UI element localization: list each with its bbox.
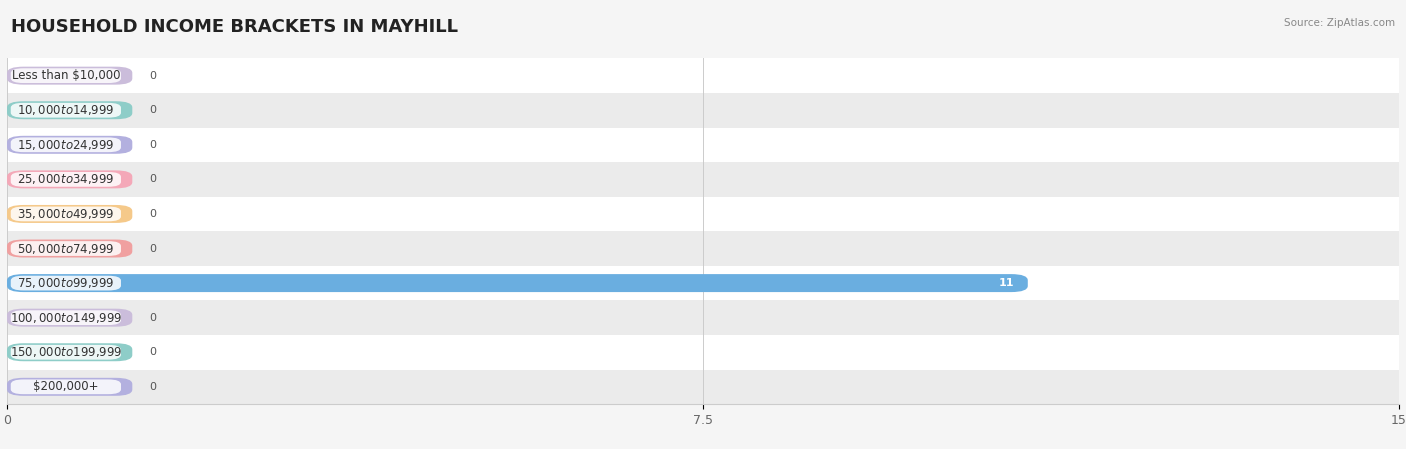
FancyBboxPatch shape	[11, 172, 121, 187]
Text: 0: 0	[149, 70, 156, 81]
Text: $75,000 to $99,999: $75,000 to $99,999	[17, 276, 115, 290]
FancyBboxPatch shape	[7, 343, 132, 361]
FancyBboxPatch shape	[7, 274, 1028, 292]
Text: HOUSEHOLD INCOME BRACKETS IN MAYHILL: HOUSEHOLD INCOME BRACKETS IN MAYHILL	[11, 18, 458, 36]
FancyBboxPatch shape	[7, 308, 132, 327]
Bar	[7, 370, 1399, 404]
FancyBboxPatch shape	[11, 241, 121, 256]
FancyBboxPatch shape	[11, 103, 121, 118]
Bar	[7, 128, 1399, 162]
Bar	[7, 300, 1399, 335]
Text: Source: ZipAtlas.com: Source: ZipAtlas.com	[1284, 18, 1395, 28]
Text: $10,000 to $14,999: $10,000 to $14,999	[17, 103, 115, 117]
FancyBboxPatch shape	[11, 379, 121, 394]
FancyBboxPatch shape	[11, 310, 121, 325]
FancyBboxPatch shape	[7, 378, 132, 396]
Text: $35,000 to $49,999: $35,000 to $49,999	[17, 207, 115, 221]
FancyBboxPatch shape	[11, 137, 121, 152]
Text: 0: 0	[149, 174, 156, 185]
FancyBboxPatch shape	[7, 136, 132, 154]
FancyBboxPatch shape	[11, 68, 121, 83]
Text: 0: 0	[149, 105, 156, 115]
Bar	[7, 197, 1399, 231]
FancyBboxPatch shape	[11, 276, 121, 291]
Text: $150,000 to $199,999: $150,000 to $199,999	[10, 345, 122, 359]
Text: $50,000 to $74,999: $50,000 to $74,999	[17, 242, 115, 255]
Text: $100,000 to $149,999: $100,000 to $149,999	[10, 311, 122, 325]
Text: 0: 0	[149, 243, 156, 254]
Bar	[7, 231, 1399, 266]
Bar	[7, 266, 1399, 300]
Bar	[7, 58, 1399, 93]
FancyBboxPatch shape	[11, 345, 121, 360]
Bar	[7, 162, 1399, 197]
Text: 0: 0	[149, 382, 156, 392]
FancyBboxPatch shape	[11, 207, 121, 221]
Text: 0: 0	[149, 209, 156, 219]
FancyBboxPatch shape	[7, 239, 132, 258]
Bar	[7, 93, 1399, 128]
Text: $15,000 to $24,999: $15,000 to $24,999	[17, 138, 115, 152]
Text: 0: 0	[149, 347, 156, 357]
Text: 0: 0	[149, 313, 156, 323]
FancyBboxPatch shape	[7, 66, 132, 85]
FancyBboxPatch shape	[7, 205, 132, 223]
Text: $25,000 to $34,999: $25,000 to $34,999	[17, 172, 115, 186]
Text: $200,000+: $200,000+	[34, 380, 98, 393]
FancyBboxPatch shape	[7, 101, 132, 119]
Text: 0: 0	[149, 140, 156, 150]
Text: Less than $10,000: Less than $10,000	[11, 69, 120, 82]
Bar	[7, 335, 1399, 370]
Text: 11: 11	[998, 278, 1014, 288]
FancyBboxPatch shape	[7, 170, 132, 189]
